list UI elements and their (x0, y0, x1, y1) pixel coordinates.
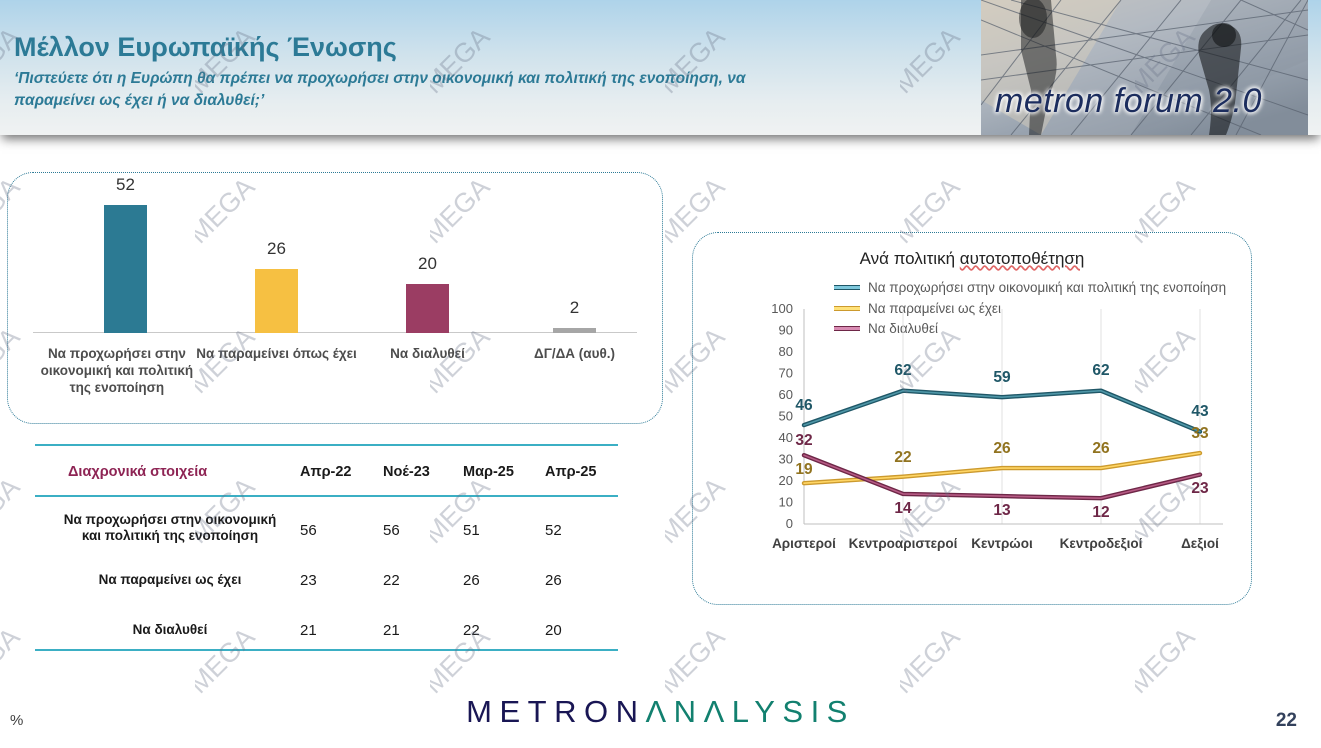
svg-text:33: 33 (1191, 425, 1209, 442)
svg-text:62: 62 (1092, 362, 1109, 379)
svg-text:70: 70 (779, 366, 793, 381)
svg-text:Κεντροδεξιοί: Κεντροδεξιοί (1060, 536, 1143, 551)
svg-text:100: 100 (771, 301, 793, 316)
svg-text:14: 14 (894, 500, 912, 517)
svg-text:Κεντρώοι: Κεντρώοι (971, 536, 1033, 551)
svg-text:20: 20 (779, 473, 793, 488)
svg-text:90: 90 (779, 323, 793, 338)
svg-text:12: 12 (1092, 504, 1109, 521)
svg-text:26: 26 (993, 440, 1011, 457)
svg-text:60: 60 (779, 387, 793, 402)
svg-text:40: 40 (779, 430, 793, 445)
svg-text:10: 10 (779, 495, 793, 510)
svg-text:13: 13 (993, 502, 1011, 519)
svg-text:Δεξιοί: Δεξιοί (1181, 536, 1219, 551)
svg-text:59: 59 (993, 369, 1011, 386)
svg-text:0: 0 (786, 516, 793, 531)
svg-text:22: 22 (894, 449, 911, 466)
svg-text:46: 46 (795, 397, 813, 414)
svg-text:43: 43 (1191, 403, 1209, 420)
svg-text:Αριστεροί: Αριστεροί (772, 536, 836, 551)
svg-text:32: 32 (795, 432, 812, 449)
svg-text:23: 23 (1191, 480, 1209, 497)
svg-text:62: 62 (894, 362, 911, 379)
svg-text:26: 26 (1092, 440, 1110, 457)
svg-text:19: 19 (795, 461, 813, 478)
svg-text:80: 80 (779, 344, 793, 359)
svg-text:50: 50 (779, 409, 793, 424)
svg-text:30: 30 (779, 452, 793, 467)
svg-text:Κεντροαριστεροί: Κεντροαριστεροί (849, 536, 958, 551)
